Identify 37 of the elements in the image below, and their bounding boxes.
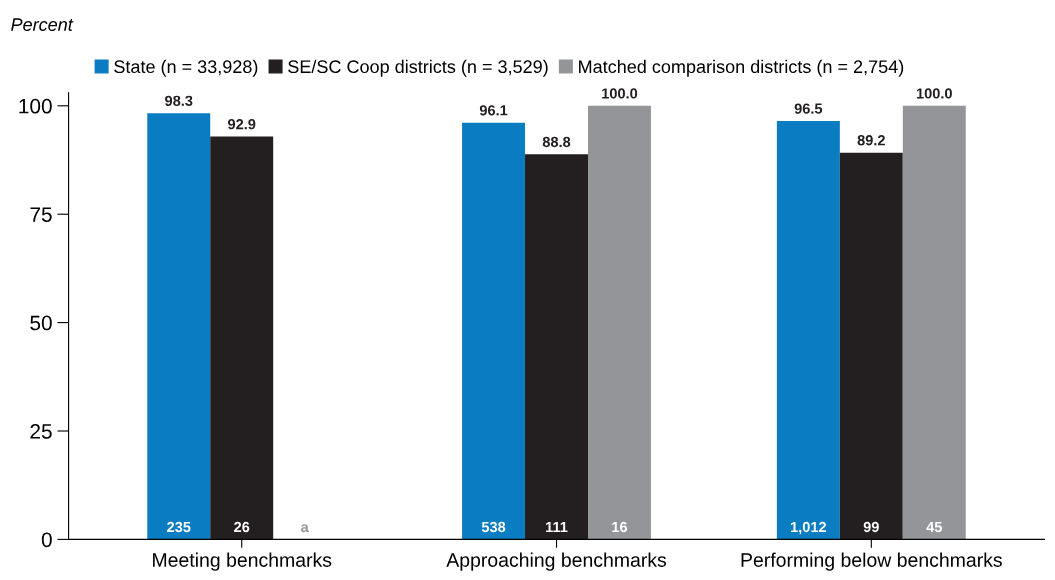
data-label: 100.0: [602, 88, 638, 99]
annotation: 111: [546, 521, 568, 533]
y-tick-label: 25: [30, 424, 52, 439]
x-tick-label: Performing below benchmarks: [741, 552, 1002, 571]
x-tick-label: Meeting benchmarks: [153, 552, 332, 571]
annotation: 26: [234, 521, 250, 533]
bar: [525, 154, 588, 540]
data-label: 96.5: [794, 103, 823, 114]
bar: [210, 136, 274, 540]
bar: [839, 152, 903, 540]
annotation: 235: [167, 521, 191, 533]
bar: [776, 120, 840, 540]
y-axis-title: Percent: [11, 18, 74, 31]
data-label: 96.1: [479, 105, 508, 116]
bar: [462, 122, 526, 540]
x-tick-label: Approaching benchmarks: [446, 552, 667, 571]
legend-label: Matched comparison districts (n = 2,754): [579, 59, 904, 77]
data-label: 98.3: [165, 95, 193, 106]
legend-label: State (n = 33,928): [114, 59, 258, 77]
annotation: 1,012: [791, 521, 827, 535]
annotation: 538: [481, 521, 506, 533]
y-tick-label: 0: [41, 532, 52, 548]
annotation: 45: [926, 521, 942, 533]
bar: [587, 105, 651, 540]
legend-label: SE/SC Coop districts (n = 3,529): [288, 59, 548, 77]
data-label: 88.8: [542, 136, 571, 148]
annotation: a: [301, 524, 309, 533]
y-tick-label: 50: [30, 315, 52, 331]
annotation: 16: [612, 521, 628, 533]
data-label: 92.9: [228, 119, 256, 130]
annotation: 99: [863, 521, 879, 533]
bar: [147, 113, 211, 540]
data-label: 89.2: [857, 135, 885, 146]
y-tick-label: 100: [19, 98, 52, 114]
bar: [902, 105, 966, 540]
data-label: 100.0: [916, 88, 952, 99]
y-tick-label: 75: [30, 207, 52, 222]
